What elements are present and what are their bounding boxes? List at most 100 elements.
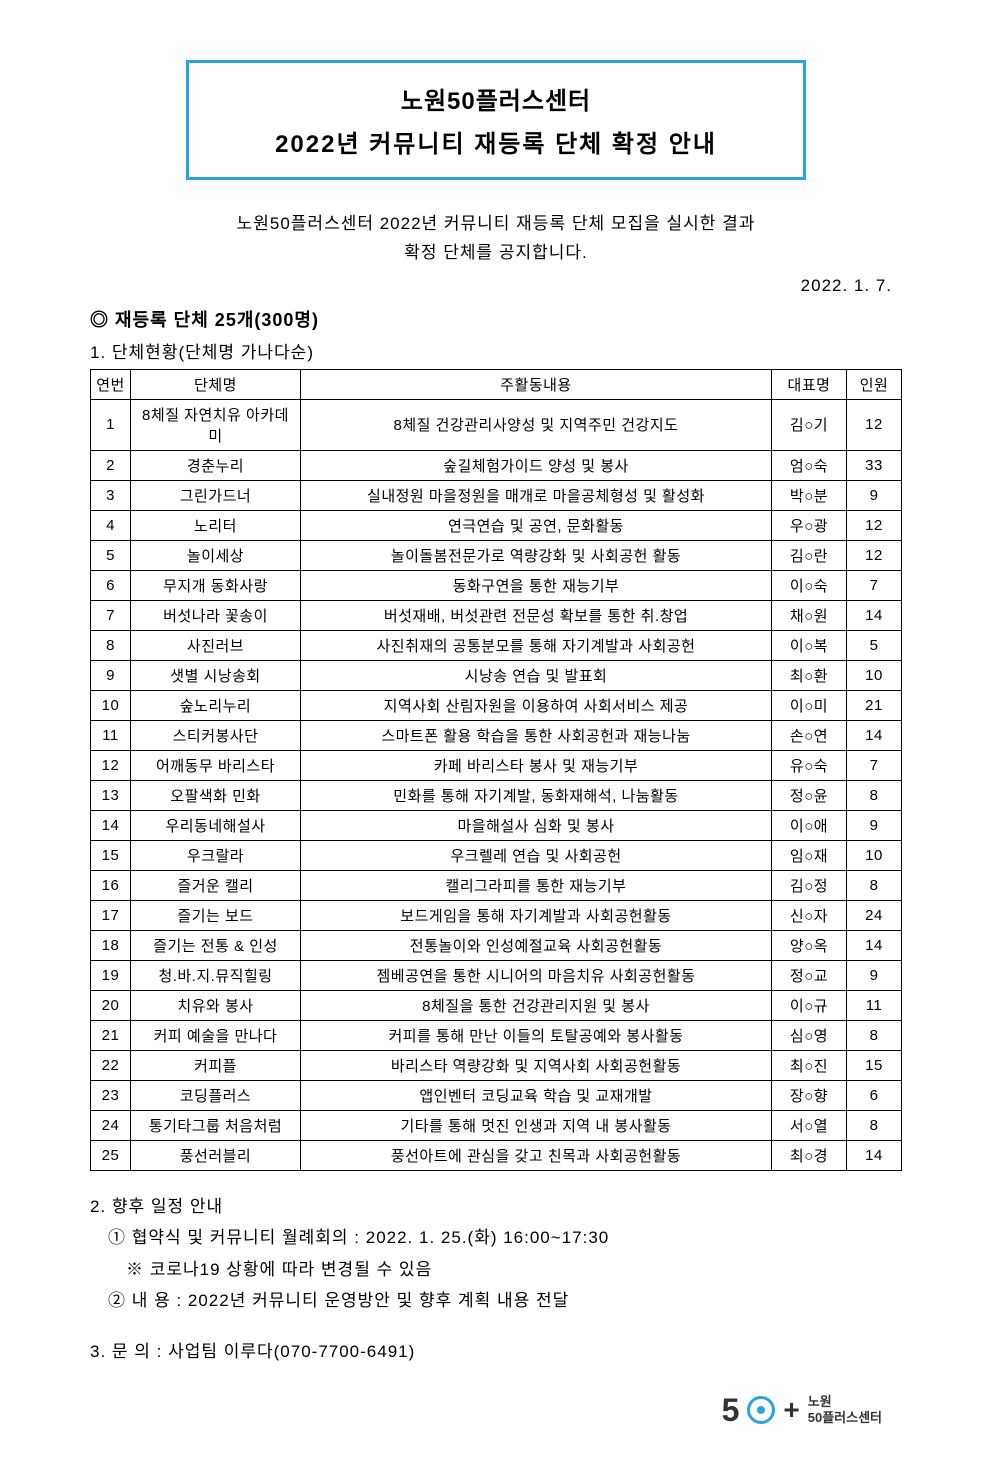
- cell-leader: 채○원: [772, 600, 847, 630]
- cell-activity: 놀이돌봄전문가로 역량강화 및 사회공헌 활동: [301, 540, 772, 570]
- cell-activity: 연극연습 및 공연, 문화활동: [301, 510, 772, 540]
- cell-activity: 커피를 통해 만난 이들의 토탈공예와 봉사활동: [301, 1020, 772, 1050]
- cell-num: 17: [91, 900, 131, 930]
- cell-num: 18: [91, 930, 131, 960]
- cell-num: 22: [91, 1050, 131, 1080]
- header-activity: 주활동내용: [301, 369, 772, 399]
- cell-activity: 바리스타 역량강화 및 지역사회 사회공헌활동: [301, 1050, 772, 1080]
- cell-name: 사진러브: [131, 630, 301, 660]
- cell-leader: 장○향: [772, 1080, 847, 1110]
- title-line2: 2022년 커뮤니티 재등록 단체 확정 안내: [219, 124, 773, 159]
- intro-text: 노원50플러스센터 2022년 커뮤니티 재등록 단체 모집을 실시한 결과 확…: [90, 210, 902, 268]
- cell-name: 청.바.지.뮤직힐링: [131, 960, 301, 990]
- cell-activity: 민화를 통해 자기계발, 동화재해석, 나눔활동: [301, 780, 772, 810]
- header-count: 인원: [847, 369, 902, 399]
- cell-count: 8: [847, 1020, 902, 1050]
- cell-leader: 이○복: [772, 630, 847, 660]
- table-row: 18체질 자연치유 아카데미8체질 건강관리사양성 및 지역주민 건강지도김○기…: [91, 399, 902, 450]
- cell-num: 7: [91, 600, 131, 630]
- table-row: 22커피플바리스타 역량강화 및 지역사회 사회공헌활동최○진15: [91, 1050, 902, 1080]
- cell-activity: 마을해설사 심화 및 봉사: [301, 810, 772, 840]
- cell-leader: 엄○숙: [772, 450, 847, 480]
- cell-name: 풍선러블리: [131, 1140, 301, 1170]
- cell-num: 14: [91, 810, 131, 840]
- cell-activity: 전통놀이와 인성예절교육 사회공헌활동: [301, 930, 772, 960]
- cell-activity: 보드게임을 통해 자기계발과 사회공헌활동: [301, 900, 772, 930]
- cell-count: 8: [847, 780, 902, 810]
- cell-leader: 박○분: [772, 480, 847, 510]
- cell-count: 11: [847, 990, 902, 1020]
- cell-count: 14: [847, 600, 902, 630]
- schedule-heading: 2. 향후 일정 안내: [90, 1191, 902, 1222]
- cell-leader: 이○애: [772, 810, 847, 840]
- header-name: 단체명: [131, 369, 301, 399]
- table-row: 18즐기는 전통 & 인성전통놀이와 인성예절교육 사회공헌활동양○옥14: [91, 930, 902, 960]
- cell-num: 9: [91, 660, 131, 690]
- table-row: 16즐거운 캘리캘리그라피를 통한 재능기부김○정8: [91, 870, 902, 900]
- cell-activity: 버섯재배, 버섯관련 전문성 확보를 통한 취.창업: [301, 600, 772, 630]
- cell-name: 8체질 자연치유 아카데미: [131, 399, 301, 450]
- cell-name: 숲노리누리: [131, 690, 301, 720]
- cell-name: 통기타그룹 처음처럼: [131, 1110, 301, 1140]
- cell-name: 커피플: [131, 1050, 301, 1080]
- cell-num: 25: [91, 1140, 131, 1170]
- cell-count: 24: [847, 900, 902, 930]
- table-row: 21커피 예술을 만나다커피를 통해 만난 이들의 토탈공예와 봉사활동심○영8: [91, 1020, 902, 1050]
- cell-activity: 실내정원 마을정원을 매개로 마을공체형성 및 활성화: [301, 480, 772, 510]
- cell-name: 스티커봉사단: [131, 720, 301, 750]
- table-row: 14우리동네해설사마을해설사 심화 및 봉사이○애9: [91, 810, 902, 840]
- cell-num: 12: [91, 750, 131, 780]
- cell-count: 7: [847, 570, 902, 600]
- cell-count: 9: [847, 480, 902, 510]
- cell-count: 10: [847, 840, 902, 870]
- cell-activity: 캘리그라피를 통한 재능기부: [301, 870, 772, 900]
- cell-num: 13: [91, 780, 131, 810]
- table-row: 6무지개 동화사랑동화구연을 통한 재능기부이○숙7: [91, 570, 902, 600]
- cell-leader: 서○열: [772, 1110, 847, 1140]
- cell-activity: 8체질 건강관리사양성 및 지역주민 건강지도: [301, 399, 772, 450]
- cell-count: 6: [847, 1080, 902, 1110]
- cell-name: 오팔색화 민화: [131, 780, 301, 810]
- cell-leader: 최○환: [772, 660, 847, 690]
- cell-count: 8: [847, 1110, 902, 1140]
- cell-count: 12: [847, 540, 902, 570]
- cell-count: 12: [847, 510, 902, 540]
- cell-name: 경춘누리: [131, 450, 301, 480]
- cell-activity: 숲길체험가이드 양성 및 봉사: [301, 450, 772, 480]
- cell-leader: 임○재: [772, 840, 847, 870]
- header-leader: 대표명: [772, 369, 847, 399]
- logo-plus: +: [783, 1394, 799, 1426]
- cell-activity: 우크렐레 연습 및 사회공헌: [301, 840, 772, 870]
- table-row: 4노리터연극연습 및 공연, 문화활동우○광12: [91, 510, 902, 540]
- document-date: 2022. 1. 7.: [90, 276, 902, 296]
- cell-leader: 이○숙: [772, 570, 847, 600]
- cell-leader: 김○란: [772, 540, 847, 570]
- contact-info: 3. 문 의 : 사업팀 이루다(070-7700-6491): [90, 1337, 902, 1362]
- cell-leader: 손○연: [772, 720, 847, 750]
- logo-five: 5: [722, 1392, 740, 1429]
- table-row: 13오팔색화 민화민화를 통해 자기계발, 동화재해석, 나눔활동정○윤8: [91, 780, 902, 810]
- cell-activity: 8체질을 통한 건강관리지원 및 봉사: [301, 990, 772, 1020]
- cell-name: 노리터: [131, 510, 301, 540]
- cell-count: 21: [847, 690, 902, 720]
- title-line1: 노원50플러스센터: [219, 81, 773, 116]
- cell-activity: 젬베공연을 통한 시니어의 마음치유 사회공헌활동: [301, 960, 772, 990]
- summary-heading: ◎ 재등록 단체 25개(300명): [90, 306, 902, 332]
- cell-num: 20: [91, 990, 131, 1020]
- table-row: 15우크랄라우크렐레 연습 및 사회공헌임○재10: [91, 840, 902, 870]
- cell-count: 7: [847, 750, 902, 780]
- cell-name: 우크랄라: [131, 840, 301, 870]
- table-row: 2경춘누리숲길체험가이드 양성 및 봉사엄○숙33: [91, 450, 902, 480]
- cell-leader: 양○옥: [772, 930, 847, 960]
- title-box: 노원50플러스센터 2022년 커뮤니티 재등록 단체 확정 안내: [186, 60, 806, 180]
- logo-circle-icon: [747, 1396, 775, 1424]
- cell-count: 9: [847, 810, 902, 840]
- table-row: 17즐기는 보드보드게임을 통해 자기계발과 사회공헌활동신○자24: [91, 900, 902, 930]
- table-row: 24통기타그룹 처음처럼기타를 통해 멋진 인생과 지역 내 봉사활동서○열8: [91, 1110, 902, 1140]
- table-row: 3그린가드너실내정원 마을정원을 매개로 마을공체형성 및 활성화박○분9: [91, 480, 902, 510]
- intro-line1: 노원50플러스센터 2022년 커뮤니티 재등록 단체 모집을 실시한 결과: [90, 210, 902, 239]
- cell-name: 우리동네해설사: [131, 810, 301, 840]
- cell-activity: 카페 바리스타 봉사 및 재능기부: [301, 750, 772, 780]
- cell-name: 그린가드너: [131, 480, 301, 510]
- cell-leader: 정○윤: [772, 780, 847, 810]
